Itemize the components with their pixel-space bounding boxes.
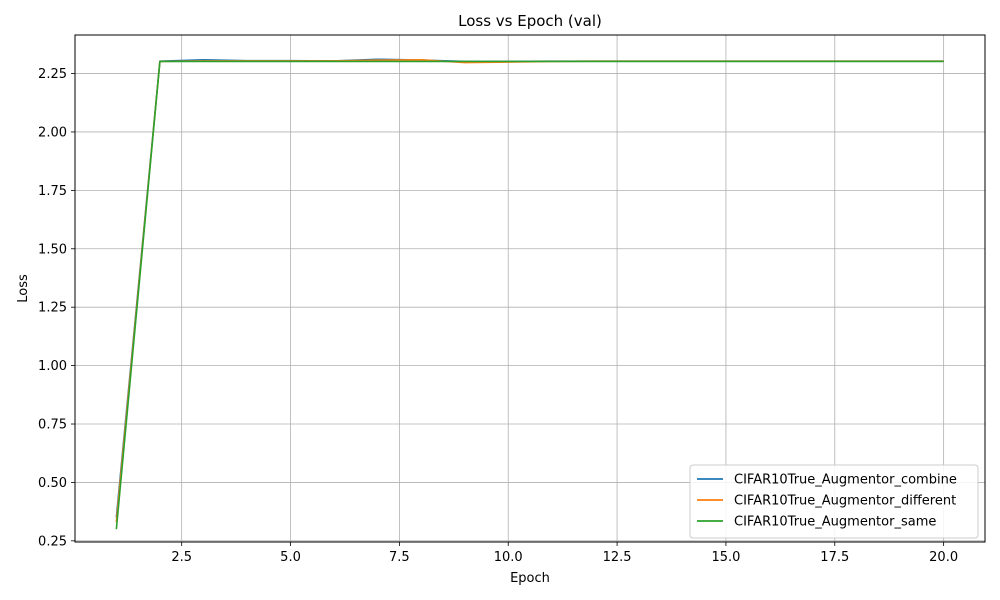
y-tick-label: 2.00 [38, 125, 67, 140]
y-tick-label: 1.25 [38, 301, 67, 316]
x-axis-title: Epoch [510, 571, 550, 586]
legend: CIFAR10True_Augmentor_combine CIFAR10True… [689, 464, 979, 539]
y-tick-label: 1.00 [38, 359, 67, 374]
x-tick-label: 2.5 [171, 550, 192, 565]
y-tick-label: 2.25 [38, 67, 67, 82]
series-lines [115, 58, 944, 530]
y-axis-ticks: 0.25 0.50 0.75 1.00 1.25 1.50 1.75 2.00 2.25 [38, 67, 75, 549]
x-axis-ticks: 2.5 5.0 7.5 10.0 12.5 15.0 17.5 20.0 [171, 542, 958, 565]
y-axis-title: Loss [16, 274, 31, 303]
y-tick-label: 1.50 [38, 242, 67, 257]
legend-box [689, 464, 979, 539]
x-tick-label: 17.5 [820, 550, 849, 565]
legend-label: CIFAR10True_Augmentor_combine [734, 473, 957, 488]
y-tick-label: 0.25 [38, 534, 67, 549]
x-tick-label: 12.5 [603, 550, 632, 565]
x-tick-label: 5.0 [280, 550, 301, 565]
y-tick-label: 0.75 [38, 418, 67, 433]
y-tick-label: 0.50 [38, 476, 67, 491]
x-tick-label: 15.0 [711, 550, 740, 565]
y-tick-label: 1.75 [38, 184, 67, 199]
x-tick-label: 10.0 [494, 550, 523, 565]
chart-title: Loss vs Epoch (val) [458, 12, 602, 30]
series-line-3 [115, 60, 944, 530]
plot-frame [74, 34, 986, 543]
x-tick-label: 20.0 [929, 550, 958, 565]
legend-label: CIFAR10True_Augmentor_same [734, 515, 936, 530]
legend-label: CIFAR10True_Augmentor_different [734, 494, 956, 509]
x-tick-label: 7.5 [389, 550, 410, 565]
